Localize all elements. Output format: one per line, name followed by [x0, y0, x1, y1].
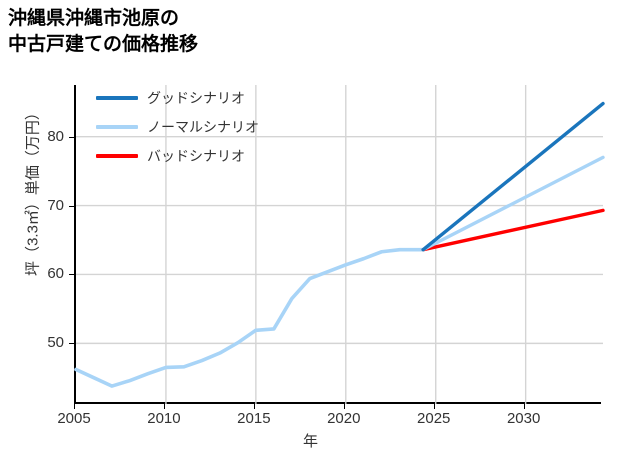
x-axis-title: 年 — [302, 433, 318, 450]
x-axis-tick-label: 2020 — [327, 410, 361, 427]
x-axis-tick-mark — [163, 404, 165, 409]
series-line — [74, 247, 425, 388]
legend-color-swatch — [96, 154, 138, 158]
legend-item-label: グッドシナリオ — [147, 90, 245, 106]
plot-area — [74, 85, 605, 404]
x-axis-tick-mark — [253, 404, 255, 409]
legend-color-swatch — [96, 96, 138, 100]
legend-item-label: バッドシナリオ — [147, 148, 245, 164]
legend-item[interactable]: ノーマルシナリオ — [96, 117, 259, 137]
series-line — [421, 101, 605, 252]
chart-svg — [74, 85, 605, 404]
page-title: 沖縄県沖縄市池原の 中古戸建ての価格推移 — [8, 8, 199, 55]
legend-item-label: ノーマルシナリオ — [147, 119, 259, 135]
x-axis-tick-label: 2030 — [506, 410, 541, 427]
x-axis-tick-label: 2010 — [147, 410, 181, 427]
x-axis-tick-mark — [433, 404, 435, 409]
legend-item[interactable]: バッドシナリオ — [96, 146, 259, 166]
x-axis-tick-mark — [523, 404, 525, 409]
y-axis-tick-label: 50 — [47, 334, 64, 352]
x-axis-tick-label: 2005 — [57, 410, 91, 427]
legend-item[interactable]: グッドシナリオ — [96, 88, 259, 108]
series-lines — [74, 101, 605, 388]
series-line — [421, 208, 605, 252]
x-axis-tick-label: 2015 — [237, 410, 271, 427]
y-axis-title: 坪（3.3㎡）単価（万円） — [24, 105, 42, 276]
series-line — [421, 155, 605, 252]
legend-color-swatch — [96, 125, 138, 129]
chart-legend: グッドシナリオ ノーマルシナリオ バッドシナリオ — [96, 88, 259, 166]
x-axis-tick-label: 2025 — [417, 410, 451, 427]
x-axis-tick-mark — [74, 404, 75, 409]
x-axis-tick-mark — [343, 404, 345, 409]
